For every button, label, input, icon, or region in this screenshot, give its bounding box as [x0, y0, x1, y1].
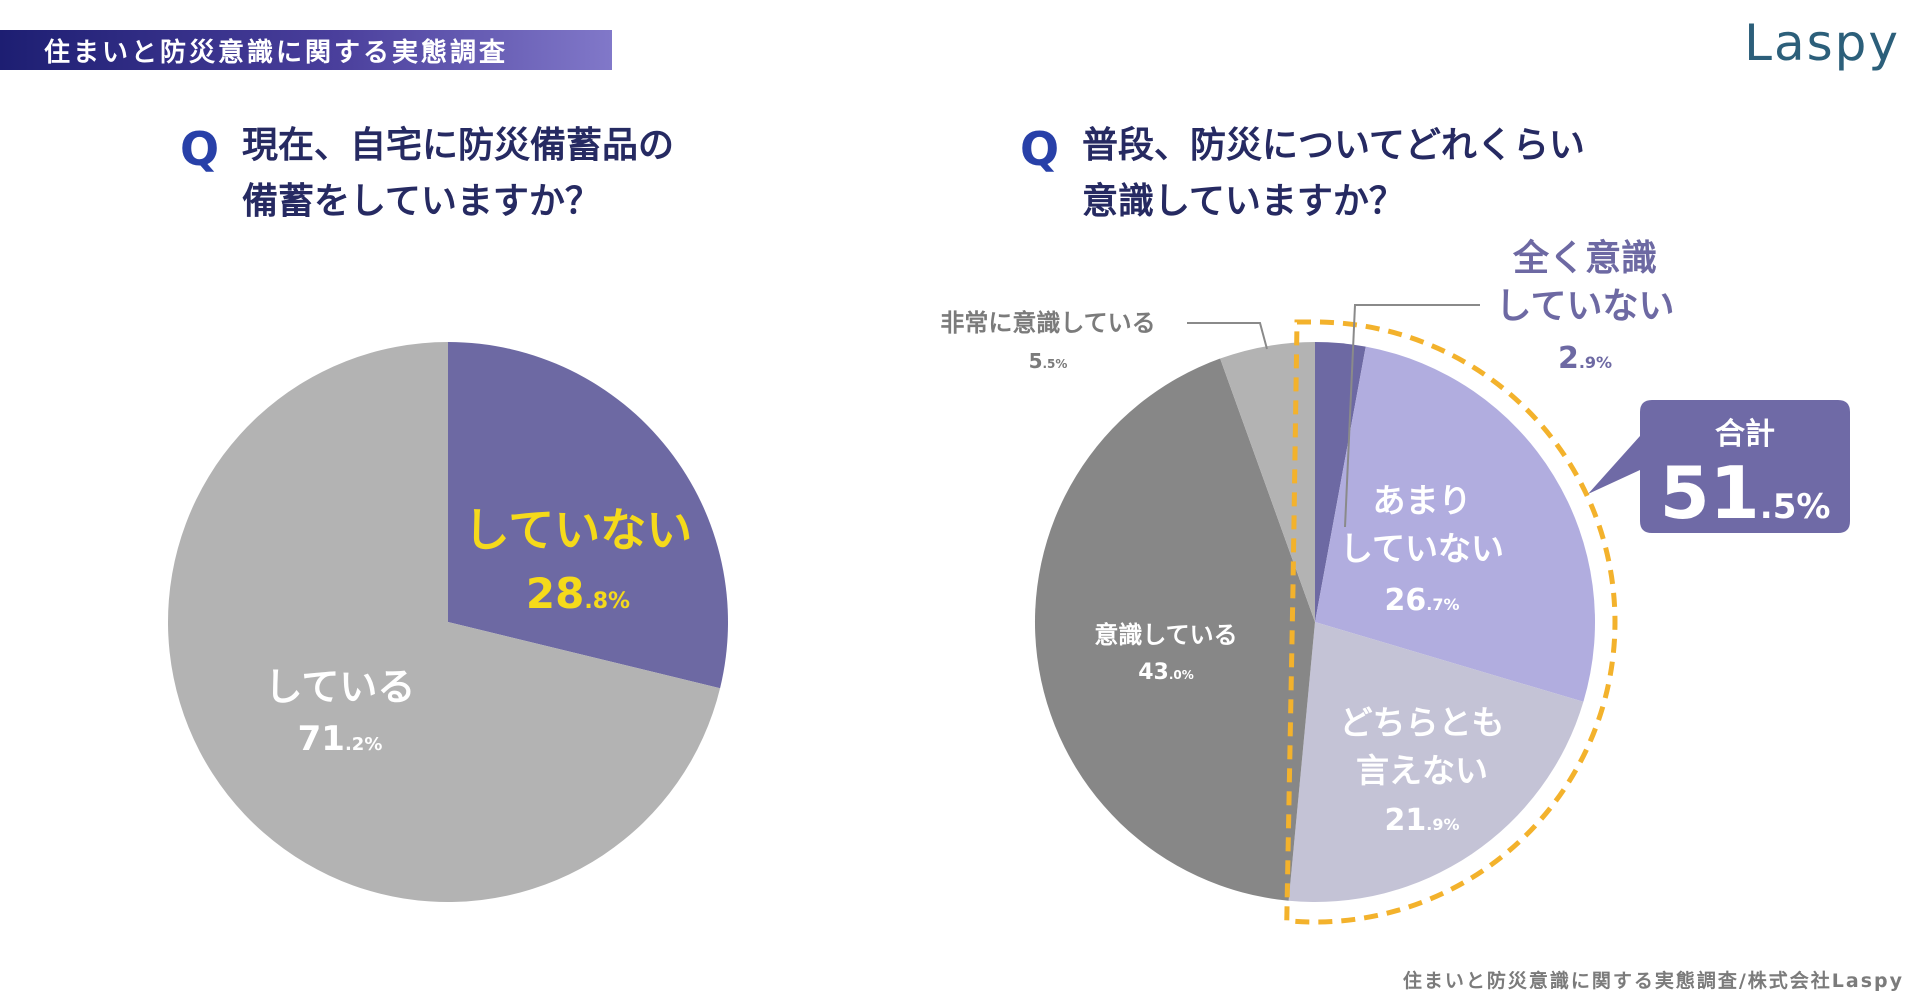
value-stocking: 71.2%: [298, 719, 383, 759]
value-dec: .5%: [1042, 357, 1067, 371]
leader-line-not-aware-at-all: [1344, 304, 1480, 528]
value-int: 2: [1558, 341, 1579, 376]
value-int: 21: [1385, 803, 1427, 838]
callout-title: 合計: [1715, 417, 1775, 452]
label-not-very-aware-line-1: あまり: [1373, 481, 1472, 520]
pie-slice-not-very-aware: [1315, 346, 1596, 702]
label-aware: 意識している: [1094, 621, 1237, 649]
source-credit: 住まいと防災意識に関する実態調査/株式会社Laspy: [1402, 970, 1904, 992]
value-int: 5: [1029, 349, 1043, 373]
pie-slice-not-aware-at-all: [1315, 342, 1366, 622]
q-mark-icon: Q: [180, 122, 220, 176]
value-dec: .0%: [1169, 668, 1194, 682]
value-int: 71: [298, 719, 345, 759]
callout-value-int: 51: [1660, 451, 1760, 535]
pie-chart-stockpile: していない 28.8% している 71.2%: [168, 342, 729, 903]
question-2-text: 普段、防災についてどれくらい 意識していますか？: [1082, 118, 1585, 230]
survey-title-banner: 住まいと防災意識に関する実態調査: [0, 30, 612, 70]
combined-highlight-outline: [1284, 319, 1618, 925]
value-not-aware-at-all: 2.9%: [1558, 341, 1612, 376]
pie-slice-aware: [1034, 358, 1315, 901]
value-dec: .2%: [345, 734, 382, 755]
label-not-aware-at-all-line-1: 全く意識: [1512, 237, 1657, 279]
value-aware: 43.0%: [1138, 660, 1194, 685]
value-neither: 21.9%: [1385, 803, 1460, 838]
laspy-logo: Laspy: [1744, 14, 1900, 72]
callout-badge-shape: [1588, 400, 1850, 533]
label-not-very-aware-line-2: していない: [1340, 529, 1504, 568]
label-very-aware: 非常に意識している: [940, 309, 1155, 337]
pie-slice-not-stocking: [448, 342, 729, 689]
label-neither-line-1: どちらとも: [1340, 703, 1505, 742]
pie-slice-neither: [1288, 622, 1584, 903]
value-dec: .9%: [1426, 815, 1459, 834]
total-callout: 合計 51.5%: [1588, 400, 1850, 535]
value-dec: .9%: [1579, 353, 1612, 372]
value-not-very-aware: 26.7%: [1385, 583, 1460, 618]
label-not-stocking: していない: [464, 503, 693, 557]
value-very-aware: 5.5%: [1029, 349, 1068, 373]
callout-value: 51.5%: [1660, 451, 1831, 535]
label-stocking: している: [265, 665, 416, 709]
question-1-line-1: 現在、自宅に防災備蓄品の: [242, 125, 675, 166]
pie-chart-awareness: 全く意識 していない 2.9% 非常に意識している 5.5% あまり していない…: [940, 237, 1850, 925]
leader-line-very-aware: [1187, 322, 1268, 350]
banner-title: 住まいと防災意識に関する実態調査: [44, 37, 509, 68]
value-int: 26: [1385, 583, 1427, 618]
question-2-line-1: 普段、防災についてどれくらい: [1082, 125, 1585, 166]
question-1-text: 現在、自宅に防災備蓄品の 備蓄をしていますか？: [242, 118, 674, 230]
pie-slice-stocking: [168, 342, 721, 903]
label-not-aware-at-all-line-2: していない: [1496, 286, 1675, 327]
q-mark-icon: Q: [1020, 122, 1060, 176]
label-neither-line-2: 言えない: [1356, 751, 1488, 790]
value-int: 43: [1138, 660, 1169, 685]
question-2-line-2: 意識していますか？: [1082, 181, 1405, 222]
value-not-stocking: 28.8%: [526, 569, 630, 618]
question-1-line-2: 備蓄をしていますか？: [242, 181, 601, 222]
value-dec: .8%: [584, 589, 630, 614]
callout-value-dec: .5%: [1760, 487, 1831, 527]
value-dec: .7%: [1426, 595, 1459, 614]
value-int: 28: [526, 569, 584, 618]
